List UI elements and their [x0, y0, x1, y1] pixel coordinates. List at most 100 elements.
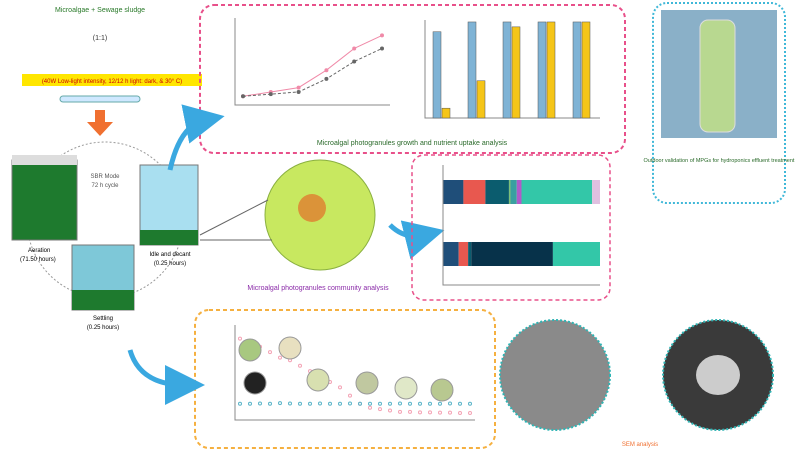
- point: [308, 401, 312, 406]
- granule-photo: [243, 371, 267, 395]
- line: [242, 34, 383, 97]
- point: [296, 85, 301, 90]
- granule-photo: [306, 368, 330, 392]
- segment: [516, 180, 522, 204]
- community-box: [411, 154, 611, 301]
- point: [324, 76, 329, 81]
- point: [348, 401, 352, 406]
- bar: [441, 107, 451, 119]
- conditions: (40W Low-light intensity, 12/12 h light:…: [42, 79, 182, 85]
- reactor-settling: [71, 244, 135, 311]
- point: [468, 410, 472, 415]
- point: [352, 46, 357, 51]
- segment: [485, 180, 509, 204]
- ratio: (1:1): [93, 35, 107, 42]
- settling-box: [194, 309, 496, 449]
- segment: [510, 180, 517, 204]
- point: [378, 401, 382, 406]
- point: [468, 401, 472, 406]
- caption-line: Outdoor validation of MPGs for hydroponi…: [644, 158, 795, 164]
- growth-box: [199, 4, 626, 154]
- point: [428, 410, 432, 415]
- stage-time: (0.25 hours): [87, 325, 119, 331]
- point: [458, 410, 462, 415]
- outdoor-caption: Outdoor validation of MPGs for hydroponi…: [644, 158, 795, 164]
- point: [418, 401, 422, 406]
- point: [388, 408, 392, 413]
- point: [408, 401, 412, 406]
- segment: [463, 180, 486, 204]
- point: [268, 401, 272, 406]
- arrow: [87, 110, 113, 136]
- growth-caption: Microalgal photogranules growth and nutr…: [317, 140, 508, 147]
- reactor-aeration: [11, 155, 78, 241]
- granule-photo: [238, 338, 262, 362]
- point: [248, 401, 252, 406]
- bar: [476, 80, 486, 119]
- point: [238, 401, 242, 406]
- segment: [471, 242, 553, 266]
- point: [448, 410, 452, 415]
- segment: [443, 242, 459, 266]
- reactor-idle: [139, 164, 199, 246]
- point: [398, 409, 402, 414]
- point: [418, 410, 422, 415]
- stage: Settling: [93, 316, 113, 322]
- segment: [458, 242, 469, 266]
- arrow: [167, 104, 225, 171]
- point: [368, 405, 372, 410]
- bar: [537, 21, 547, 119]
- point: [338, 401, 342, 406]
- point: [448, 401, 452, 406]
- bar: [432, 31, 442, 119]
- axis: [234, 325, 475, 421]
- point: [288, 401, 292, 406]
- point: [338, 385, 342, 390]
- outdoor-box: [652, 2, 786, 204]
- bar: [581, 21, 591, 119]
- point: [458, 401, 462, 406]
- point: [358, 401, 362, 406]
- zoom-line: [199, 199, 269, 236]
- granule-photo: [430, 378, 454, 402]
- point: [348, 393, 352, 398]
- stage: Idle and decant: [149, 252, 190, 258]
- point: [368, 401, 372, 406]
- point: [241, 94, 245, 99]
- bar: [467, 21, 477, 119]
- point: [352, 59, 357, 64]
- sem-cell: [696, 355, 740, 395]
- point: [438, 401, 442, 406]
- bar: [572, 21, 582, 119]
- column: [699, 19, 736, 133]
- bar: [546, 21, 556, 119]
- segment: [508, 180, 511, 204]
- point: [398, 401, 402, 406]
- point: [428, 401, 432, 406]
- point: [268, 350, 272, 355]
- segment: [552, 242, 600, 266]
- axis: [234, 18, 390, 106]
- point: [258, 401, 262, 406]
- arrow: [127, 349, 205, 405]
- point: [328, 401, 332, 406]
- point: [318, 401, 322, 406]
- arrow: [388, 220, 445, 260]
- point: [388, 401, 392, 406]
- segment: [521, 180, 593, 204]
- point: [378, 407, 382, 412]
- point: [438, 410, 442, 415]
- sem-image: [499, 319, 611, 431]
- granule-core: [298, 194, 326, 222]
- bar: [502, 21, 512, 119]
- point: [296, 89, 301, 94]
- point: [298, 363, 302, 368]
- sbr-cycle: 72 h cycle: [91, 183, 119, 189]
- stage: Aeration: [28, 248, 50, 254]
- point: [380, 33, 384, 38]
- granule-photo: [394, 376, 418, 400]
- granule-photo: [355, 371, 379, 395]
- condition-bar: [22, 74, 202, 86]
- point: [268, 92, 273, 97]
